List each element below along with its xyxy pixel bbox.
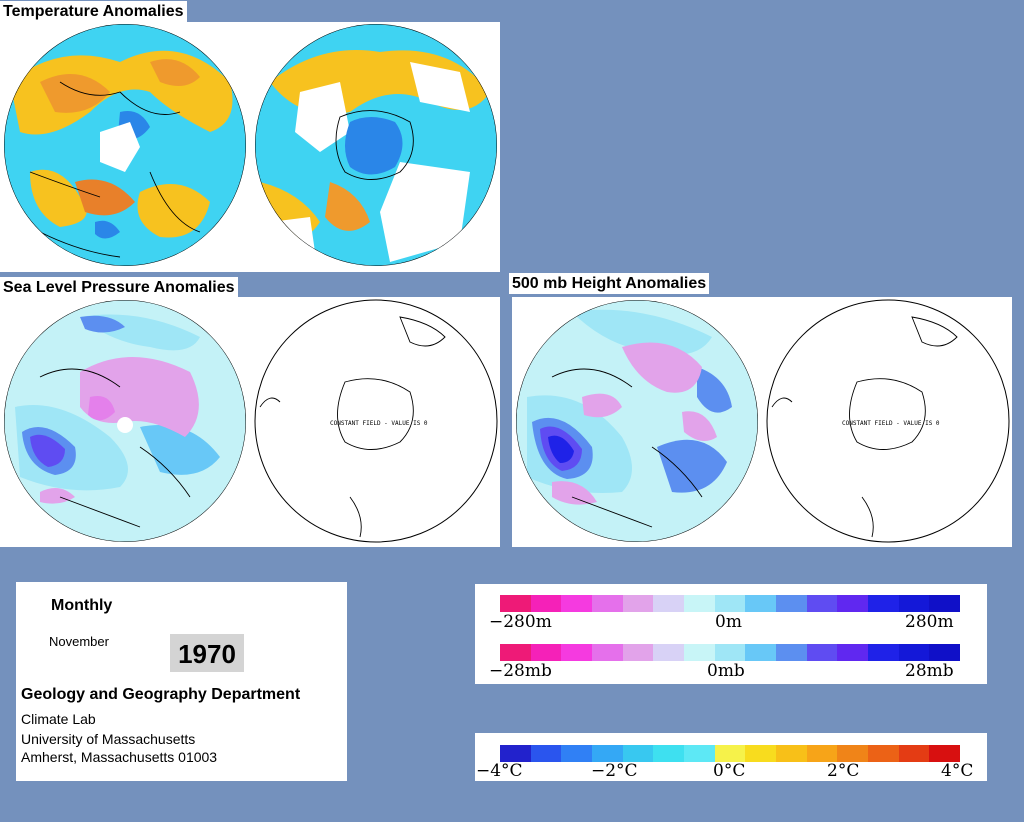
height-scale-swatch (622, 595, 654, 612)
pressure-scale-swatch (653, 644, 685, 661)
height-scale-swatch (868, 595, 899, 612)
temperature-panel (0, 22, 500, 272)
pressure-scale-swatch (530, 644, 562, 661)
temperature-northern-hemisphere-globe (4, 24, 246, 266)
temperature-scale-swatch (684, 745, 715, 762)
height-scale-swatch (898, 595, 930, 612)
temperature-anomalies-title: Temperature Anomalies (0, 1, 187, 22)
pressure-scale-swatch (929, 644, 961, 661)
slp-constant-field-label: CONSTANT FIELD - VALUE IS 0 (330, 420, 428, 427)
height-scale-swatch (776, 595, 807, 612)
height-constant-field-label: CONSTANT FIELD - VALUE IS 0 (842, 420, 940, 427)
university-label: University of Massachusetts (21, 731, 196, 747)
height-scale-swatch (684, 595, 715, 612)
temperature-scale-swatch (500, 745, 531, 762)
height-scale-swatch (592, 595, 623, 612)
temperature-scale-swatch (653, 745, 685, 762)
temperature-scale-swatch (898, 745, 930, 762)
month-label: November (49, 634, 109, 649)
temperature-scale-swatch (714, 745, 746, 762)
temperature-scale-swatch (745, 745, 777, 762)
temperature-scale-swatch (561, 745, 593, 762)
height-scale-swatch (500, 595, 531, 612)
temperature-globes (4, 24, 497, 266)
temperature-label-4: 4°C (941, 761, 974, 781)
lab-label: Climate Lab (21, 711, 96, 727)
temperature-scale-swatch (592, 745, 623, 762)
temperature-label-2: 2°C (827, 761, 860, 781)
slp-southern-hemisphere-globe: CONSTANT FIELD - VALUE IS 0 (254, 299, 498, 543)
temperature-legend: −4°C −2°C 0°C 2°C 4°C (475, 733, 987, 781)
height-color-bar (500, 595, 961, 612)
pressure-color-bar (500, 644, 961, 661)
pressure-scale-swatch (622, 644, 654, 661)
pressure-scale-swatch (776, 644, 807, 661)
slp-panel: CONSTANT FIELD - VALUE IS 0 (0, 297, 500, 547)
height-scale-swatch (837, 595, 869, 612)
height-max-label: 280m (905, 612, 954, 632)
temperature-scale-swatch (868, 745, 899, 762)
temperature-scale-swatch (929, 745, 961, 762)
temperature-label-minus2: −2°C (591, 761, 638, 781)
pressure-scale-swatch (868, 644, 899, 661)
pressure-mid-label: 0mb (707, 661, 745, 681)
pressure-scale-swatch (837, 644, 869, 661)
pressure-scale-swatch (806, 644, 838, 661)
height-scale-swatch (530, 595, 562, 612)
temperature-scale-swatch (837, 745, 869, 762)
height-scale-swatch (653, 595, 685, 612)
height-southern-hemisphere-globe: CONSTANT FIELD - VALUE IS 0 (766, 299, 1010, 543)
pressure-scale-swatch (714, 644, 746, 661)
height-500mb-anomalies-title: 500 mb Height Anomalies (509, 273, 710, 294)
temperature-scale-swatch (776, 745, 807, 762)
pressure-scale-swatch (561, 644, 593, 661)
height-panel: CONSTANT FIELD - VALUE IS 0 (512, 297, 1012, 547)
height-scale-swatch (929, 595, 961, 612)
info-box: Monthly November 1970 Geology and Geogra… (16, 582, 347, 781)
temperature-label-minus4: −4°C (476, 761, 523, 781)
period-label: Monthly (51, 597, 113, 614)
pressure-scale-swatch (500, 644, 531, 661)
temperature-southern-hemisphere-globe (255, 24, 497, 266)
slp-northern-hemisphere-globe (4, 300, 246, 542)
pressure-scale-swatch (592, 644, 623, 661)
pressure-scale-swatch (745, 644, 777, 661)
department-label: Geology and Geography Department (21, 686, 301, 703)
height-scale-swatch (561, 595, 593, 612)
year-label: 1970 (170, 634, 244, 672)
height-northern-hemisphere-globe (516, 300, 758, 542)
height-scale-swatch (714, 595, 746, 612)
pressure-scale-swatch (684, 644, 715, 661)
pressure-max-label: 28mb (905, 661, 954, 681)
pressure-min-label: −28mb (489, 661, 552, 681)
height-scale-swatch (745, 595, 777, 612)
pressure-scale-swatch (898, 644, 930, 661)
temperature-scale-swatch (806, 745, 838, 762)
address-label: Amherst, Massachusetts 01003 (21, 749, 218, 765)
temperature-scale-swatch (622, 745, 654, 762)
slp-globes: CONSTANT FIELD - VALUE IS 0 (4, 299, 498, 543)
height-mid-label: 0m (715, 612, 742, 632)
height-min-label: −280m (489, 612, 552, 632)
sea-level-pressure-anomalies-title: Sea Level Pressure Anomalies (0, 277, 238, 298)
height-scale-swatch (806, 595, 838, 612)
temperature-scale-swatch (530, 745, 562, 762)
height-globes: CONSTANT FIELD - VALUE IS 0 (516, 299, 1010, 543)
height-pressure-legend: −280m 0m 280m −28mb 0mb 28mb (475, 584, 987, 684)
temperature-color-bar (500, 745, 961, 762)
temperature-label-0: 0°C (713, 761, 746, 781)
